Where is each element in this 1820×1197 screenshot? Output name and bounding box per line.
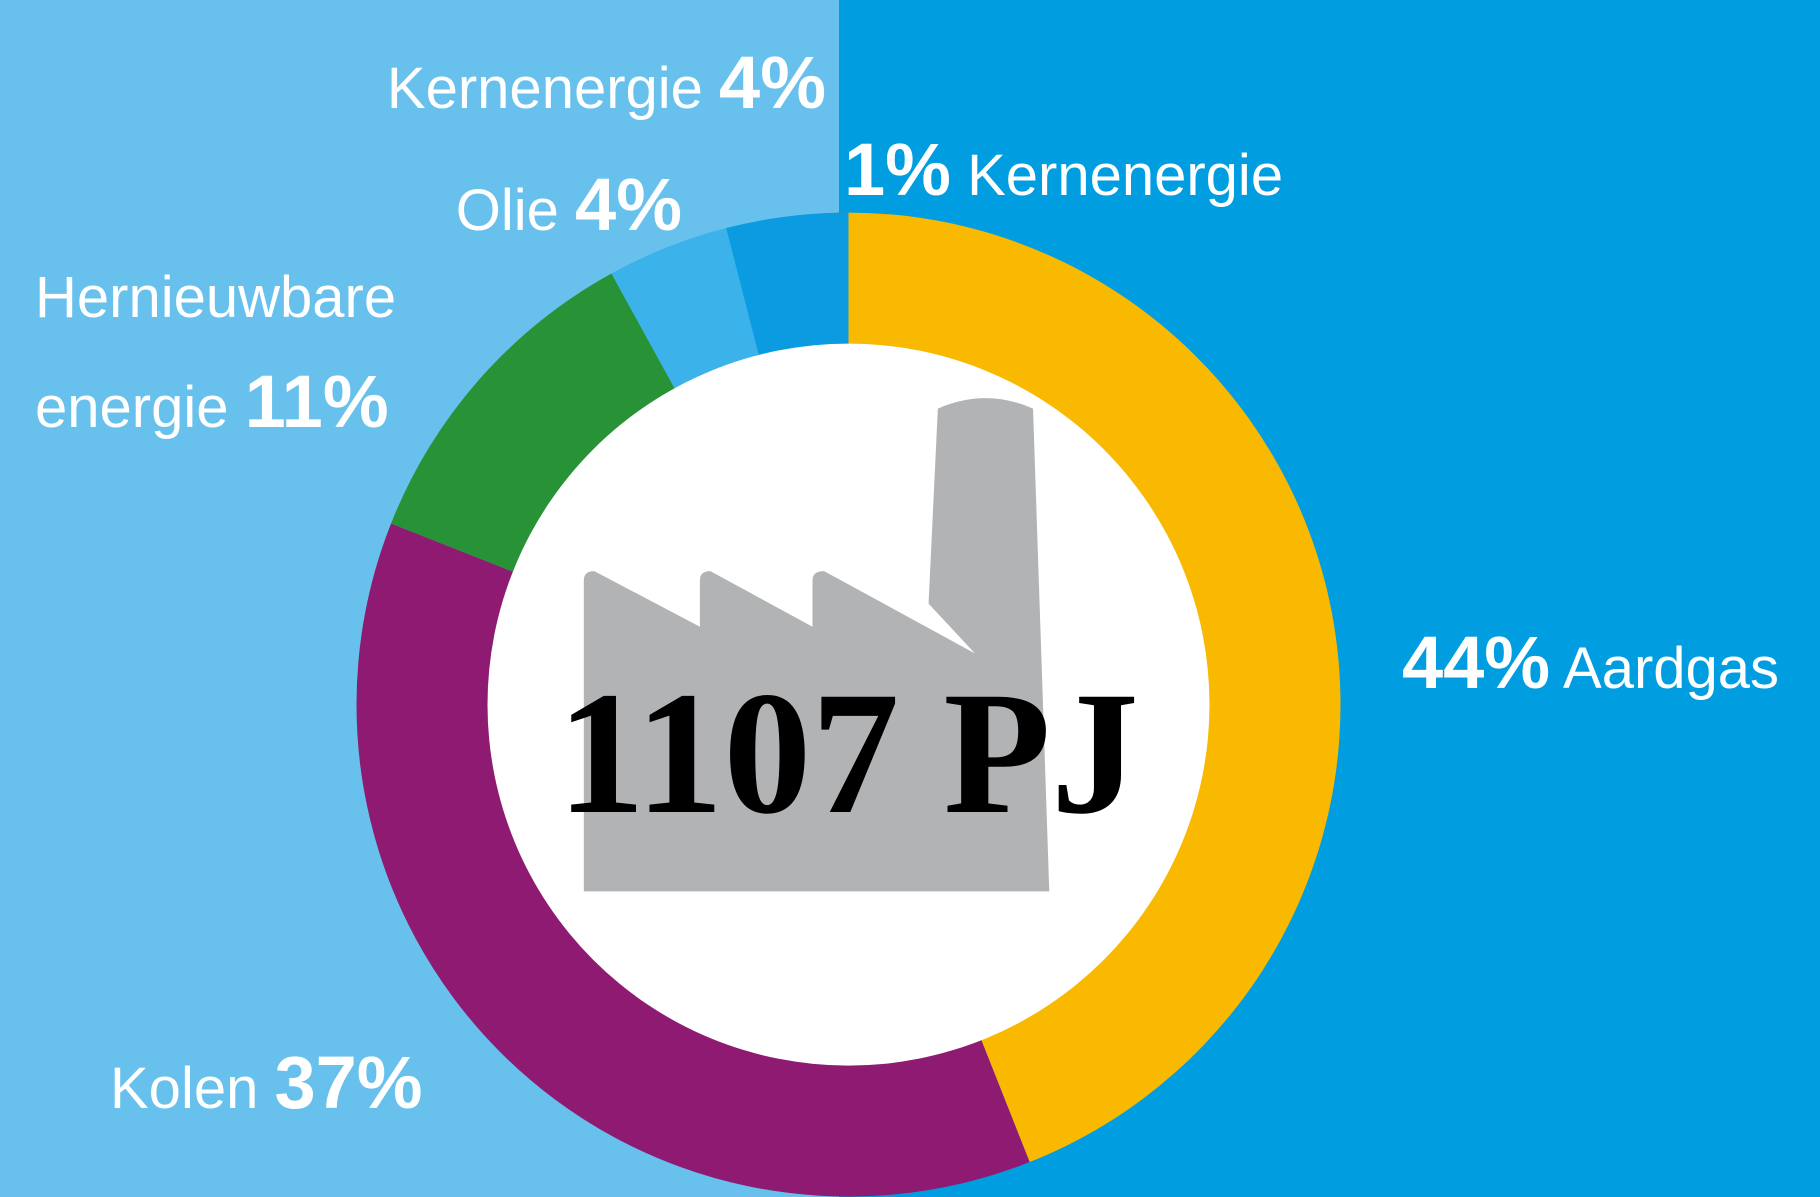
category-name: Aardgas (1563, 636, 1780, 701)
category-name: Kolen (110, 1056, 259, 1121)
category-name: Hernieuwbare energie (35, 265, 397, 440)
segment-label: Kolen 37% (110, 1031, 423, 1141)
value-label: 4% (719, 41, 826, 124)
segment-label: Olie 4% (456, 153, 682, 263)
value-label: 11% (244, 360, 389, 443)
category-name: Olie (455, 178, 559, 243)
value-label: 4% (575, 163, 682, 246)
value-label: 44% (1402, 621, 1551, 704)
value-label: 1% (844, 128, 951, 211)
value-label: 37% (274, 1041, 423, 1124)
center-label: 1107 PJ (557, 656, 1139, 851)
segment-label: Kernenergie 4% (387, 31, 826, 141)
segment-label: 44% Aardgas (1402, 611, 1779, 721)
factory-icon (583, 398, 1050, 892)
category-name: Kernenergie (386, 56, 703, 121)
segment-label: 1% Kernenergie (844, 118, 1283, 228)
segment-label: Hernieuwbare energie 11% (35, 246, 455, 460)
category-name: Kernenergie (967, 143, 1284, 208)
